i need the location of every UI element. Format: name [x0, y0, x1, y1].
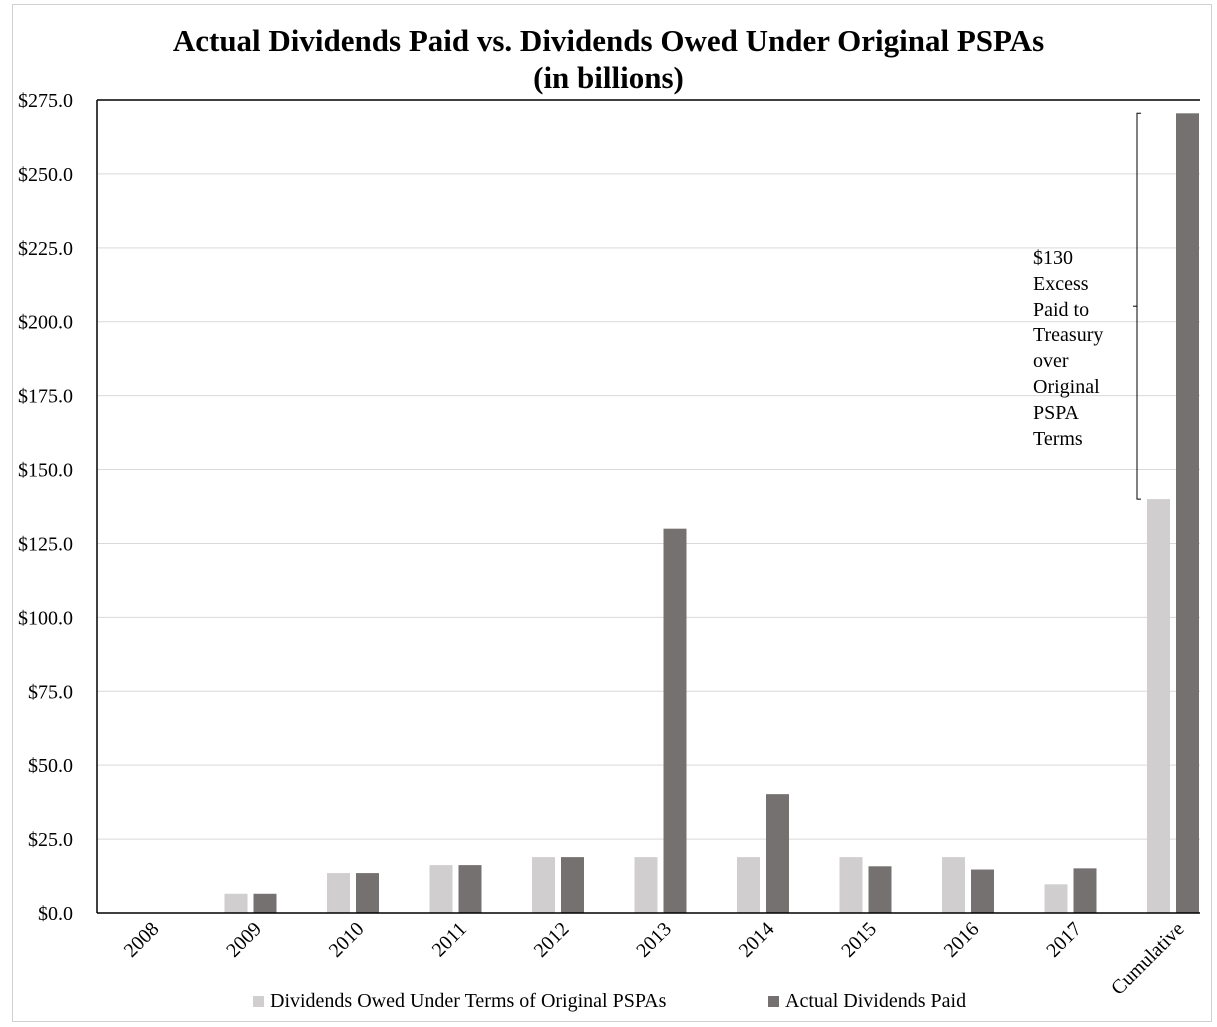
- bar-owed-2009: [224, 893, 248, 913]
- y-tick-label: $125.0: [18, 533, 73, 555]
- annotation-line: $130: [1033, 247, 1073, 269]
- x-tick-label: 2016: [940, 918, 984, 962]
- y-tick-label: $200.0: [18, 312, 73, 334]
- bar-owed-2015: [839, 857, 863, 913]
- legend-swatch-paid: [768, 996, 779, 1007]
- bar-paid-cumulative: [1176, 113, 1199, 913]
- y-tick-label: $100.0: [18, 607, 73, 629]
- bar-owed-2017: [1044, 884, 1068, 913]
- x-tick-label: 2013: [632, 918, 676, 962]
- legend-swatch-owed: [253, 996, 264, 1007]
- x-tick-label: Cumulative: [1107, 918, 1189, 1000]
- annotation-line: Original: [1033, 375, 1100, 398]
- y-tick-label: $150.0: [18, 460, 73, 482]
- bar-owed-cumulative: [1147, 499, 1170, 913]
- bar-owed-2011: [429, 865, 453, 913]
- chart-subtitle: (in billions): [533, 60, 684, 95]
- annotation-line: Excess: [1033, 272, 1089, 295]
- bar-owed-2010: [327, 873, 350, 913]
- excess-annotation: $130 Excess Paid to Treasury over Original PSP…: [1033, 246, 1128, 452]
- x-tick-label: 2008: [120, 918, 164, 962]
- chart-frame: [12, 4, 1212, 1022]
- x-tick-label: 2011: [428, 918, 471, 961]
- y-tick-label: $225.0: [18, 238, 73, 260]
- y-tick-label: $250.0: [18, 164, 73, 186]
- bar-paid-2014: [766, 794, 789, 913]
- x-tick-label: 2015: [837, 918, 881, 962]
- bar-paid-2013: [663, 528, 687, 913]
- chart-title: Actual Dividends Paid vs. Dividends Owed…: [172, 23, 1045, 58]
- bar-owed-2013: [634, 857, 658, 913]
- bar-owed-2014: [737, 857, 760, 913]
- y-tick-label: $0.0: [38, 903, 73, 925]
- bar-paid-2017: [1073, 868, 1097, 913]
- y-tick-label: $75.0: [28, 681, 73, 703]
- bar-owed-2016: [942, 857, 965, 913]
- bar-paid-2012: [561, 857, 584, 913]
- x-tick-label: 2012: [530, 918, 574, 962]
- bar-paid-2015: [868, 866, 892, 913]
- bar-paid-2010: [356, 873, 379, 913]
- legend-label-paid: Actual Dividends Paid: [785, 990, 967, 1012]
- x-tick-label: 2010: [325, 918, 369, 962]
- annotation-line: Terms: [1033, 427, 1083, 450]
- annotation-line: PSPA: [1033, 401, 1079, 424]
- legend-item-paid: Actual Dividends Paid: [768, 990, 966, 1013]
- annotation-line: over: [1033, 350, 1069, 373]
- annotation-line: Paid to: [1033, 298, 1090, 321]
- y-tick-label: $50.0: [28, 755, 73, 777]
- x-tick-label: 2014: [735, 918, 779, 962]
- annotation-line: Treasury: [1033, 324, 1104, 347]
- legend-label-owed: Dividends Owed Under Terms of Original P…: [270, 990, 667, 1012]
- x-tick-label: 2017: [1042, 918, 1086, 962]
- legend-item-owed: Dividends Owed Under Terms of Original P…: [253, 990, 666, 1013]
- y-tick-label: $275.0: [18, 90, 73, 112]
- bar-paid-2016: [971, 869, 994, 913]
- legend: Dividends Owed Under Terms of Original P…: [0, 990, 1217, 1014]
- excess-bracket: [1136, 112, 1141, 500]
- bar-paid-2011: [458, 865, 482, 913]
- x-tick-label: 2009: [222, 918, 266, 962]
- bar-paid-2009: [253, 893, 277, 913]
- y-tick-label: $175.0: [18, 386, 73, 408]
- y-tick-label: $25.0: [28, 829, 73, 851]
- bar-owed-2012: [532, 857, 555, 913]
